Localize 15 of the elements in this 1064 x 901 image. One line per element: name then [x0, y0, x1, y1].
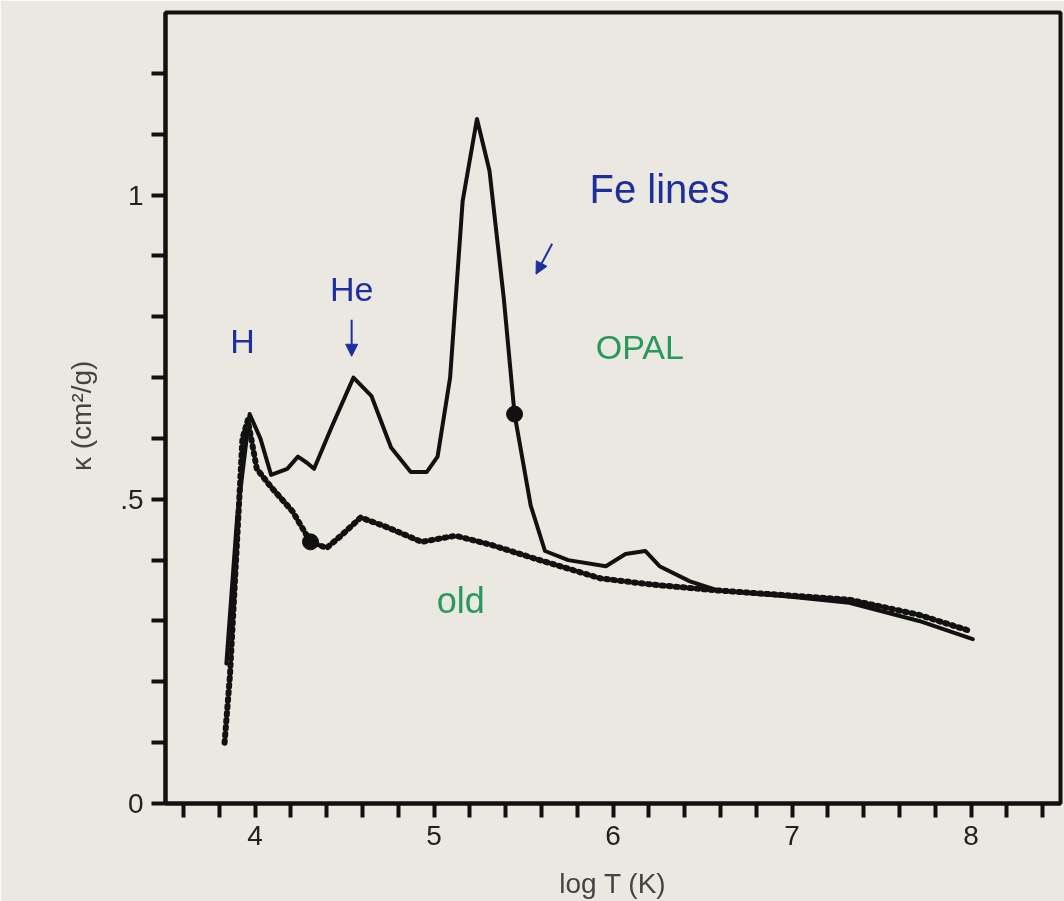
y-tick-label: 1 — [127, 179, 144, 211]
y-tick-label: 0 — [127, 788, 144, 819]
x-tick-label: 6 — [605, 819, 621, 851]
x-axis-title: log T (K) — [559, 867, 666, 899]
annotation: OPAL — [595, 328, 684, 367]
x-tick-label: 4 — [247, 819, 263, 851]
y-tick-label: .5 — [120, 483, 144, 515]
x-tick-label: 8 — [963, 819, 979, 851]
annotation: H — [230, 322, 255, 361]
y-axis-title: κ (cm²/g) — [66, 360, 98, 471]
annotation: Fe lines — [589, 166, 730, 211]
x-tick-label: 7 — [784, 819, 800, 851]
x-tick-label: 5 — [426, 819, 442, 851]
annotation: He — [329, 270, 374, 309]
annotation: old — [436, 580, 485, 622]
